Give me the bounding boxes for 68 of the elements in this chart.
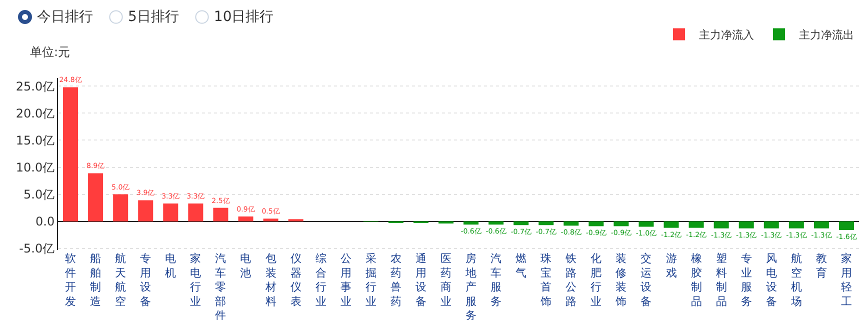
bar (614, 221, 629, 226)
bar (63, 87, 78, 222)
text: 5日排行 (128, 8, 179, 26)
bar (488, 221, 504, 225)
x-tick-label: 家电行业 (190, 252, 202, 308)
x-tick-label: 教育 (816, 252, 827, 280)
x-tick-label: 电机 (165, 252, 176, 280)
x-tick-label: 仪器仪表 (290, 252, 302, 308)
bar (163, 203, 178, 222)
y-tick-label: 25.0亿 (16, 79, 55, 94)
x-tick-label: 通用设备 (415, 252, 426, 308)
bar (213, 208, 228, 222)
bar (564, 221, 579, 226)
legend-label: 主力净流出 (799, 28, 854, 42)
x-tick-label: 医药商业 (440, 252, 452, 308)
bar (588, 221, 604, 226)
x-tick-label: 橡胶制品 (690, 252, 702, 308)
bar (113, 194, 128, 222)
y-tick-label: 20.0亿 (16, 106, 55, 120)
bar (814, 221, 829, 228)
x-tick-label: 风电设备 (766, 252, 777, 308)
bar (138, 200, 154, 222)
bar (838, 221, 854, 230)
x-tick-label: 采掘行业 (365, 252, 376, 308)
bar (464, 221, 479, 225)
x-tick-label: 汽车服务 (490, 252, 502, 308)
bar (714, 221, 729, 228)
bar (538, 221, 554, 226)
bar (88, 173, 104, 222)
x-tick-label: 包装材料 (264, 252, 276, 308)
x-tick-label: 专业服务 (740, 252, 752, 308)
x-tick-label: 化肥行业 (590, 252, 602, 308)
x-tick-label: 游戏 (666, 252, 677, 280)
y-tick-label: 0.0 (36, 214, 55, 229)
y-tick-label: -5.0亿 (19, 242, 55, 256)
x-tick-label: 专用设备 (140, 252, 152, 308)
x-tick-label: 航天航空 (115, 252, 126, 308)
x-tick-label: 塑料制品 (716, 252, 727, 308)
bar (263, 218, 278, 222)
bar (238, 216, 254, 222)
x-tick-label: 装修装饰 (614, 252, 627, 308)
x-tick-label: 电池 (240, 252, 252, 280)
bar (514, 221, 529, 226)
legend-label: 主力净流入 (699, 28, 754, 42)
bar (688, 221, 704, 228)
text: 10日排行 (214, 8, 274, 26)
x-tick-label: 家用轻工 (840, 252, 852, 308)
bar (188, 203, 204, 222)
y-axis-title: 单位:元 (30, 44, 70, 61)
x-tick-label: 农药兽药 (390, 252, 402, 308)
x-tick-label: 综合行业 (315, 252, 326, 308)
bar (638, 221, 654, 227)
x-tick-label: 软件开发 (65, 252, 76, 308)
x-tick-label: 珠宝首饰 (540, 252, 552, 308)
x-tick-label: 公用事业 (340, 252, 352, 308)
x-tick-label: 铁路公路 (564, 252, 577, 308)
x-tick-label: 航空机场 (790, 252, 802, 308)
text: 今日排行 (37, 8, 93, 26)
x-tick-label: 交运设备 (640, 252, 652, 308)
y-tick-label: 5.0亿 (24, 187, 55, 202)
x-tick-label: 燃气 (516, 252, 527, 280)
bar (738, 221, 754, 228)
bar (664, 221, 679, 228)
x-tick-label: 船舶制造 (90, 252, 102, 308)
y-tick-label: 15.0亿 (16, 133, 55, 148)
y-tick-label: 10.0亿 (16, 160, 55, 174)
bar (788, 221, 804, 228)
bar (764, 221, 779, 228)
